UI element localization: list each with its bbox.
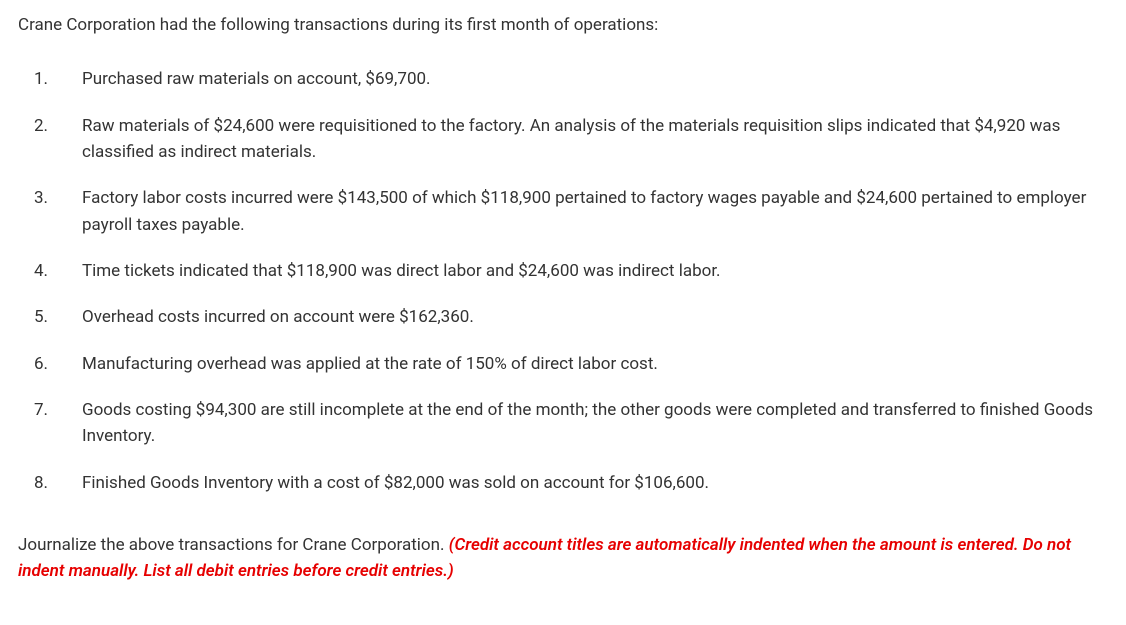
item-text: Finished Goods Inventory with a cost of … [82, 470, 1108, 496]
item-number: 1. [34, 66, 82, 92]
list-item: 6. Manufacturing overhead was applied at… [34, 351, 1108, 377]
list-item: 5. Overhead costs incurred on account we… [34, 304, 1108, 330]
item-number: 8. [34, 470, 82, 496]
list-item: 3. Factory labor costs incurred were $14… [34, 185, 1108, 238]
item-text: Raw materials of $24,600 were requisitio… [82, 113, 1108, 166]
item-text: Overhead costs incurred on account were … [82, 304, 1108, 330]
item-number: 5. [34, 304, 82, 330]
item-text: Time tickets indicated that $118,900 was… [82, 258, 1108, 284]
item-text: Goods costing $94,300 are still incomple… [82, 397, 1108, 450]
item-number: 4. [34, 258, 82, 284]
list-item: 4. Time tickets indicated that $118,900 … [34, 258, 1108, 284]
instruction-plain: Journalize the above transactions for Cr… [18, 535, 449, 555]
list-item: 7. Goods costing $94,300 are still incom… [34, 397, 1108, 450]
item-number: 2. [34, 113, 82, 166]
item-text: Manufacturing overhead was applied at th… [82, 351, 1108, 377]
item-number: 6. [34, 351, 82, 377]
item-text: Purchased raw materials on account, $69,… [82, 66, 1108, 92]
transaction-list: 1. Purchased raw materials on account, $… [18, 66, 1108, 496]
list-item: 1. Purchased raw materials on account, $… [34, 66, 1108, 92]
item-number: 7. [34, 397, 82, 450]
intro-text: Crane Corporation had the following tran… [18, 12, 1108, 38]
item-text: Factory labor costs incurred were $143,5… [82, 185, 1108, 238]
instruction-text: Journalize the above transactions for Cr… [18, 532, 1108, 585]
list-item: 2. Raw materials of $24,600 were requisi… [34, 113, 1108, 166]
list-item: 8. Finished Goods Inventory with a cost … [34, 470, 1108, 496]
item-number: 3. [34, 185, 82, 238]
